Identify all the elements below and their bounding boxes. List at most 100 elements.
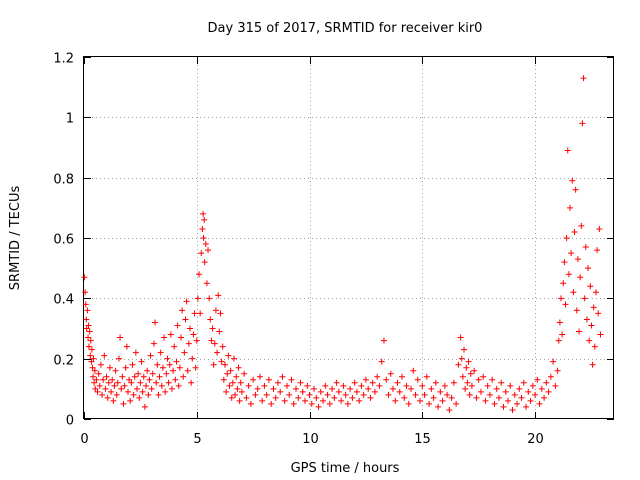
data-point [455,361,462,368]
data-point [570,289,577,296]
y-tick-label: 1 [66,112,74,127]
data-point [234,385,241,392]
data-point [586,337,593,344]
data-point [484,382,491,389]
x-tick-labels: 0 5 10 15 20 [80,432,543,447]
data-point [596,225,603,232]
data-point [498,379,505,386]
data-point [134,385,140,392]
data-point [401,394,408,401]
data-point [259,397,266,404]
data-point [86,328,93,335]
data-point [184,367,191,374]
data-point [329,385,336,392]
data-point [290,400,297,407]
data-point [106,364,113,371]
data-point [90,373,97,380]
data-point [128,379,135,386]
data-point [236,397,243,404]
data-point [113,391,120,398]
data-point [435,403,442,410]
data-point [229,379,236,386]
data-point [201,259,208,266]
data-point [565,271,572,278]
data-point [555,337,562,344]
data-point [541,394,548,401]
data-point [154,361,161,368]
data-point [205,247,212,254]
data-point [122,364,129,371]
data-point [194,295,201,302]
data-point [135,370,142,377]
data-point [209,325,216,332]
data-point [590,304,597,311]
data-point [446,406,453,413]
data-point [516,385,523,392]
data-point [156,373,163,380]
data-point [458,355,465,362]
data-point [188,379,195,386]
data-point [132,349,139,356]
data-point [158,382,165,389]
data-point [150,340,157,347]
data-point [192,364,199,371]
data-point [369,379,376,386]
data-point [412,391,419,398]
data-point [104,394,111,401]
data-point [592,289,599,296]
data-point [408,385,415,392]
data-point [146,376,153,383]
data-point [360,391,367,398]
data-point [389,385,396,392]
data-point [574,256,581,263]
data-point [353,388,360,395]
data-point [207,316,214,323]
data-point [338,397,345,404]
data-point [550,358,557,365]
data-point [594,247,601,254]
data-point [571,228,578,235]
data-point [225,352,232,359]
data-point [172,376,179,383]
data-point [149,370,156,377]
data-point [212,307,219,314]
data-point [527,397,534,404]
data-point [392,397,399,404]
data-point [173,358,180,365]
data-point [202,241,209,248]
data-point [403,382,410,389]
data-point [286,391,293,398]
data-point [82,301,89,308]
data-point [88,346,95,353]
data-point [127,397,134,404]
data-point [223,388,230,395]
data-point [144,367,151,374]
data-point [430,394,437,401]
data-point [581,295,588,302]
data-point [190,331,197,338]
data-point [587,283,594,290]
data-point [482,397,489,404]
data-point [85,322,92,329]
data-point [92,385,99,392]
data-point [491,400,498,407]
data-point [198,250,205,257]
data-point [140,373,147,380]
y-tick-label: 0 [66,414,74,429]
data-point [567,204,574,211]
data-point [405,400,412,407]
data-point [417,397,424,404]
data-point [572,186,579,193]
data-point [81,274,88,281]
data-point [297,379,304,386]
data-point [90,355,97,362]
plot-frame [83,56,614,419]
data-point [163,370,170,377]
data-point [410,367,417,374]
data-point [523,403,530,410]
data-point [495,394,502,401]
data-point [91,367,98,374]
axis-ticks [84,57,614,420]
data-point [196,271,203,278]
